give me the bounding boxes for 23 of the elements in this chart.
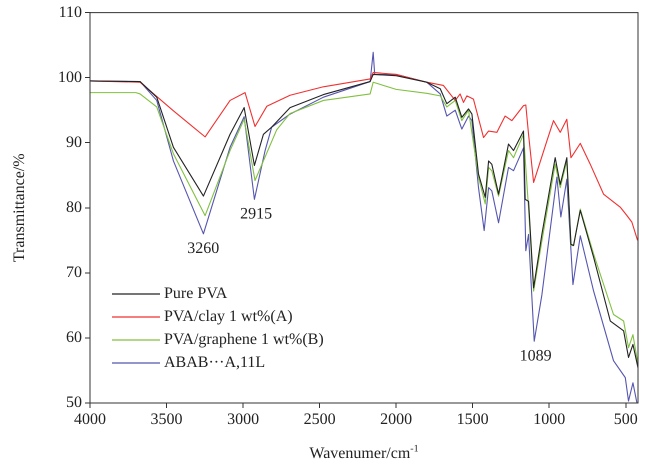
- x-tick-label: 4000: [74, 410, 106, 428]
- y-tick-label: 110: [58, 4, 82, 21]
- legend-label: PVA/graphene 1 wt%(B): [164, 331, 324, 348]
- x-tick-label: 3500: [150, 410, 183, 428]
- x-tick-label: 3000: [227, 410, 260, 428]
- y-tick-label: 80: [66, 199, 82, 216]
- x-tick-label: 1000: [533, 410, 566, 428]
- y-tick-label: 100: [58, 68, 82, 86]
- x-tick-label: 1500: [456, 410, 489, 428]
- y-axis-title: Transmittance/%: [11, 153, 28, 262]
- x-tick-label: 500: [614, 410, 638, 428]
- x-tick-label: 2000: [380, 410, 412, 428]
- x-tick-label: 2500: [304, 410, 336, 428]
- annotation: 1089: [520, 347, 552, 364]
- annotation: 3260: [187, 240, 220, 258]
- legend-label: PVA/clay 1 wt%(A): [164, 308, 293, 326]
- y-tick-label: 50: [66, 394, 82, 412]
- y-tick-label: 90: [66, 134, 82, 151]
- y-tick-label: 70: [66, 264, 82, 282]
- legend-label: Pure PVA: [164, 285, 228, 302]
- legend-label: ABAB···A,11L: [164, 354, 266, 372]
- y-tick-label: 60: [66, 329, 82, 346]
- annotation: 2915: [240, 206, 272, 223]
